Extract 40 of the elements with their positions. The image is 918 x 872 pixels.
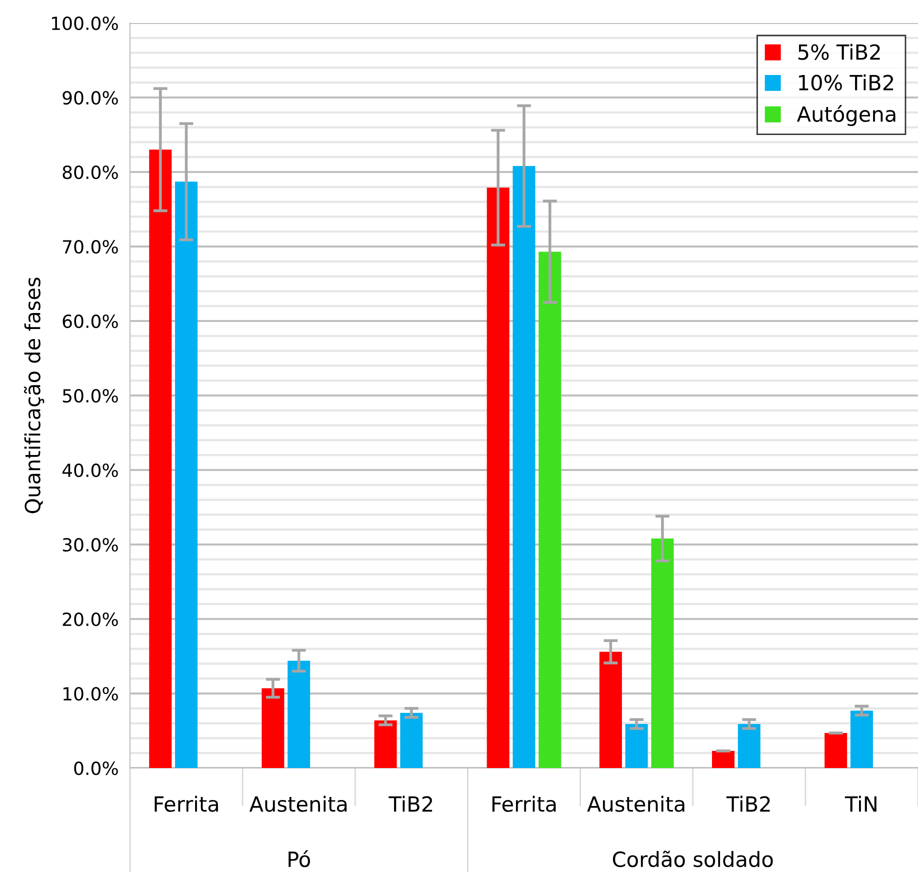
x-tick-label: Ferrita <box>154 796 218 812</box>
y-tick-label: 30.0% <box>62 538 118 552</box>
y-tick-label: 20.0% <box>62 612 118 626</box>
y-tick-label: 100.0% <box>52 16 118 30</box>
y-tick-label: 40.0% <box>62 463 118 478</box>
y-axis-title: Quantificação de fases <box>24 278 44 514</box>
y-tick-label: 50.0% <box>62 388 118 403</box>
bar <box>262 688 284 768</box>
bar <box>512 166 536 768</box>
bar <box>538 252 562 768</box>
x-tick-label: TiB2 <box>726 796 770 812</box>
y-tick-label: 10.0% <box>64 686 118 701</box>
bar <box>175 182 198 768</box>
legend-label: Autógena <box>796 104 896 126</box>
bar <box>149 150 172 768</box>
x-tick-label: Ferrita <box>492 796 556 812</box>
x-tick-label: Austenita <box>587 796 684 812</box>
bar <box>599 652 622 768</box>
bar <box>850 710 873 768</box>
bar <box>824 732 848 768</box>
y-tick-label: 60.0% <box>62 314 118 328</box>
y-tick-label: 0.0% <box>74 761 118 776</box>
bar <box>651 538 674 768</box>
bar <box>400 712 423 768</box>
text: Pó <box>288 850 310 868</box>
y-tick-label: 80.0% <box>62 165 118 180</box>
y-tick-label: 70.0% <box>63 240 118 254</box>
text: Cordão soldado <box>612 850 773 868</box>
bar <box>625 724 648 768</box>
legend-label: 10% TiB2 <box>799 74 894 91</box>
legend-label: 5% TiB2 <box>798 44 880 60</box>
y-tick-label: 90.0% <box>62 90 118 105</box>
bar <box>738 724 760 768</box>
bar <box>712 750 735 768</box>
bar <box>486 188 510 768</box>
bar <box>288 660 310 768</box>
bar <box>374 720 397 768</box>
x-tick-label: TiN <box>844 796 876 812</box>
x-tick-label: Austenita <box>249 796 347 812</box>
x-tick-label: TiB2 <box>388 796 432 812</box>
